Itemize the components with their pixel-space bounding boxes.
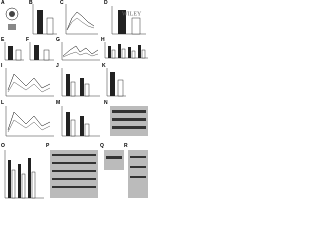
panel-label: D xyxy=(104,0,108,6)
panel-label: P xyxy=(46,143,50,149)
panel-label: J xyxy=(56,63,59,69)
panel-label: N xyxy=(104,100,108,106)
panel-label: K xyxy=(102,63,106,69)
panel-label: H xyxy=(101,37,105,43)
figure: WILEY A B C D E F G H I J K L M N O P Q R xyxy=(1,0,148,199)
watermark: WILEY xyxy=(122,11,142,17)
panel-label: M xyxy=(56,100,60,106)
page: {"panels": {"labels": ["A", "B", "C", "D… xyxy=(0,0,150,204)
panel-label: O xyxy=(1,143,5,149)
panel-label: F xyxy=(26,37,29,43)
figure-art xyxy=(4,4,148,199)
panel-label: I xyxy=(1,63,3,69)
panel-label: B xyxy=(29,0,33,6)
panel-label: C xyxy=(60,0,64,6)
panel-label: R xyxy=(124,143,128,149)
panel-label: G xyxy=(56,37,60,43)
panel-label: A xyxy=(1,0,5,6)
panel-label: E xyxy=(1,37,5,43)
panel-label: Q xyxy=(100,143,104,149)
panel-label: L xyxy=(1,100,4,106)
